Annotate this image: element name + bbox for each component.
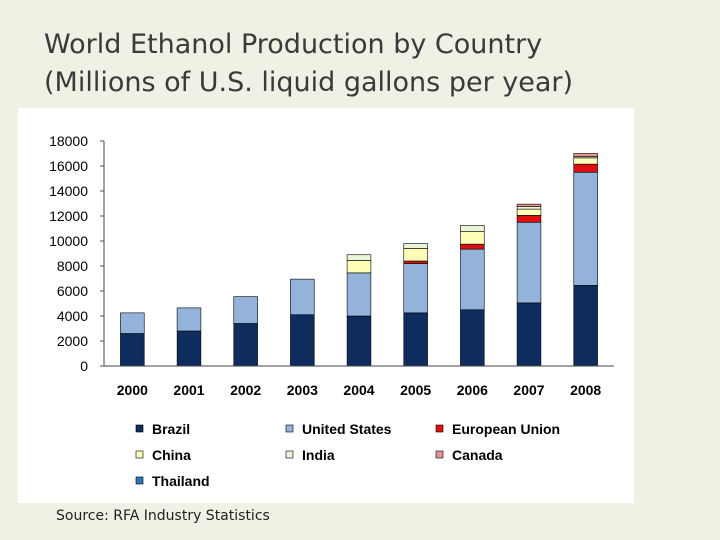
legend-swatch <box>285 450 294 459</box>
legend-label: China <box>152 447 191 463</box>
bar-segment <box>460 248 485 311</box>
legend-label: Thailand <box>152 473 210 489</box>
slide-title: World Ethanol Production by Country (Mil… <box>44 26 684 102</box>
x-tick-label: 2004 <box>343 382 374 398</box>
bar-segment <box>460 231 485 245</box>
legend-swatch <box>435 450 444 459</box>
x-tick-label: 2007 <box>513 382 544 398</box>
bar-segment <box>460 243 485 250</box>
bar-segment <box>516 203 542 207</box>
bar-segment <box>403 263 428 314</box>
title-line-2: (Millions of U.S. liquid gallons per yea… <box>44 67 574 98</box>
y-tick-label: 10000 <box>49 233 88 249</box>
x-tick-label: 2008 <box>570 382 601 398</box>
chart-panel: 0 2000 4000 6000 8000 10000 12000 14000 16000 180… <box>18 108 634 503</box>
y-tick-label: 18000 <box>49 133 88 149</box>
x-tick-label: 2003 <box>287 382 318 398</box>
legend-label: India <box>302 447 335 463</box>
bar-segment <box>403 260 428 264</box>
x-tick-label: 2000 <box>117 382 148 398</box>
title-line-1: World Ethanol Production by Country <box>44 29 543 60</box>
bar-segment <box>120 312 145 334</box>
legend-swatch <box>435 424 444 433</box>
bar-segment <box>573 171 598 286</box>
y-tick-label: 4000 <box>57 308 88 324</box>
legend-label: Canada <box>452 447 503 463</box>
bar-segment <box>516 302 542 367</box>
x-tick-label: 2001 <box>173 382 204 398</box>
bar-segment <box>290 278 315 316</box>
legend-label: European Union <box>452 421 560 437</box>
ethanol-chart: 0 2000 4000 6000 8000 10000 12000 14000 16000 180… <box>49 133 614 489</box>
bar-segment <box>516 206 542 210</box>
bar-segment <box>346 260 372 274</box>
bar-segment <box>403 312 428 367</box>
source-note: Source: RFA Industry Statistics <box>56 508 270 524</box>
x-tick-label: 2005 <box>400 382 431 398</box>
y-tick-label: 14000 <box>49 183 88 199</box>
bar-segment <box>290 314 315 367</box>
bar-segment <box>403 248 428 262</box>
y-tick-label: 16000 <box>49 158 88 174</box>
bar-segment <box>120 333 145 367</box>
legend-label: Brazil <box>152 421 190 437</box>
bar-segment <box>233 296 258 324</box>
y-tick-label: 8000 <box>57 258 88 274</box>
bar-segment <box>176 330 202 367</box>
x-tick-label: 2002 <box>230 382 261 398</box>
bar-segment <box>176 307 202 332</box>
y-tick-label: 12000 <box>49 208 88 224</box>
legend-swatch <box>285 424 294 433</box>
legend-swatch <box>135 424 144 433</box>
y-tick-label: 2000 <box>57 333 88 349</box>
bar-segment <box>516 215 542 223</box>
bar-segment <box>346 254 372 261</box>
bar-segment <box>516 221 542 304</box>
x-tick-label: 2006 <box>457 382 488 398</box>
bar-segment <box>573 163 598 173</box>
bar-segment <box>573 157 598 165</box>
y-tick-label: 0 <box>80 358 88 374</box>
legend-swatch <box>135 450 144 459</box>
bar-segment <box>573 285 598 367</box>
bar-segment <box>460 309 485 367</box>
bar-segment <box>346 315 372 367</box>
bar-segment <box>403 243 428 249</box>
legend-label: United States <box>302 421 392 437</box>
bar-segment <box>233 323 258 367</box>
legend-swatch <box>135 476 144 485</box>
y-tick-label: 6000 <box>57 283 88 299</box>
bar-segment <box>516 208 542 216</box>
bar-segment <box>460 225 485 232</box>
bar-segment <box>346 272 372 317</box>
bar-segment <box>573 153 598 157</box>
